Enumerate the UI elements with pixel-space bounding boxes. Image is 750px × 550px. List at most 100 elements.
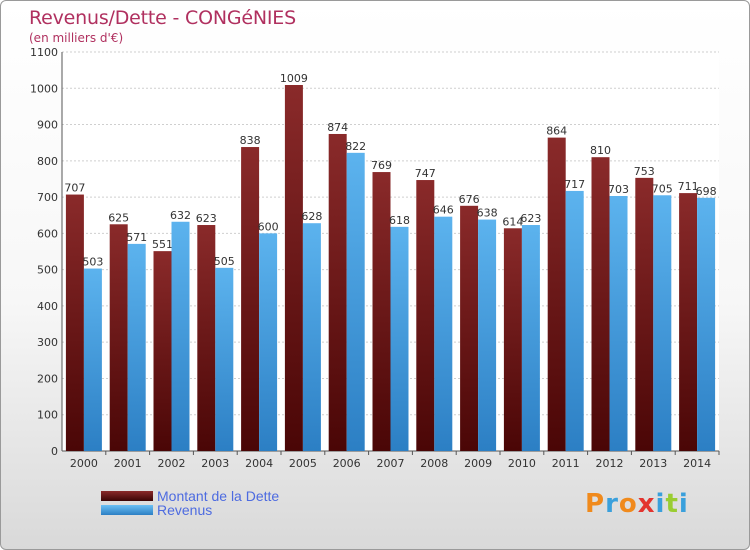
data-label: 623	[520, 212, 541, 225]
logo-letter: P	[585, 489, 606, 519]
bar-revenus	[478, 219, 497, 451]
proxiti-logo: Proxiti	[585, 489, 689, 519]
data-label: 505	[214, 255, 235, 268]
bar-revenus	[259, 233, 278, 451]
y-tick-label: 900	[37, 119, 58, 132]
y-tick-label: 500	[37, 264, 58, 277]
bar-dette	[328, 133, 347, 451]
logo-letter: o	[618, 489, 638, 519]
bar-dette	[372, 172, 391, 451]
bar-revenus	[171, 221, 190, 451]
x-tick-label: 2007	[377, 457, 405, 470]
logo-letter: i	[678, 489, 689, 519]
data-label: 703	[608, 183, 629, 196]
y-tick-label: 700	[37, 191, 58, 204]
bar-dette	[241, 147, 260, 451]
chart-title: Revenus/Dette - CONGéNIES	[29, 7, 296, 29]
logo-letter: x	[637, 489, 656, 519]
x-tick-label: 2014	[683, 457, 711, 470]
legend-item-revenus: Revenus	[101, 502, 212, 518]
x-tick-label: 2013	[639, 457, 667, 470]
bar-revenus	[609, 196, 628, 451]
logo-letter: i	[655, 489, 666, 519]
bar-dette	[65, 194, 84, 451]
data-label: 864	[546, 125, 567, 138]
legend-label-revenus: Revenus	[157, 502, 213, 518]
bar-dette	[284, 85, 303, 451]
data-label: 707	[64, 182, 85, 195]
y-tick-label: 400	[37, 300, 58, 313]
data-label: 571	[126, 231, 147, 244]
y-tick-label: 800	[37, 155, 58, 168]
bar-dette	[591, 157, 610, 451]
data-label: 769	[371, 159, 392, 172]
legend-swatch-dette	[101, 491, 153, 501]
y-tick-label: 300	[37, 336, 58, 349]
bar-dette	[153, 251, 172, 451]
data-label: 711	[678, 180, 699, 193]
data-label: 705	[652, 182, 673, 195]
data-label: 717	[564, 178, 585, 191]
bar-dette	[503, 228, 522, 451]
y-tick-label: 200	[37, 372, 58, 385]
bar-dette	[109, 224, 128, 451]
y-tick-label: 600	[37, 227, 58, 240]
data-label: 838	[240, 134, 261, 147]
data-label: 628	[301, 210, 322, 223]
bar-revenus	[565, 190, 584, 451]
bar-revenus	[302, 223, 321, 451]
legend-label-dette: Montant de la Dette	[157, 488, 280, 504]
y-tick-label: 1000	[30, 82, 58, 95]
bar-dette	[460, 205, 479, 451]
bar-revenus	[434, 216, 453, 451]
chart-subtitle: (en milliers d'€)	[29, 31, 124, 45]
data-label: 676	[459, 193, 480, 206]
x-tick-label: 2006	[333, 457, 361, 470]
bar-revenus	[697, 197, 716, 451]
x-tick-label: 2001	[114, 457, 142, 470]
bar-revenus	[215, 267, 234, 451]
x-tick-label: 2002	[158, 457, 186, 470]
data-label: 874	[327, 121, 348, 134]
data-label: 1009	[280, 72, 308, 85]
data-label: 503	[82, 256, 103, 269]
x-tick-label: 2008	[420, 457, 448, 470]
data-label: 810	[590, 144, 611, 157]
legend-item-dette: Montant de la Dette	[101, 488, 279, 504]
x-tick-label: 2010	[508, 457, 536, 470]
data-label: 646	[433, 204, 454, 217]
bar-dette	[197, 225, 216, 451]
data-label: 822	[345, 140, 366, 153]
bar-revenus	[83, 268, 102, 451]
x-tick-label: 2000	[70, 457, 98, 470]
x-tick-label: 2009	[464, 457, 492, 470]
data-label: 638	[477, 207, 498, 220]
y-tick-label: 1100	[30, 46, 58, 59]
data-label: 625	[108, 211, 129, 224]
data-label: 600	[258, 220, 279, 233]
bar-dette	[416, 180, 435, 451]
x-tick-label: 2003	[201, 457, 229, 470]
y-tick-label: 0	[51, 445, 58, 458]
data-label: 618	[389, 214, 410, 227]
bar-revenus	[390, 226, 409, 451]
data-label: 747	[415, 167, 436, 180]
data-label: 623	[196, 212, 217, 225]
bar-dette	[547, 137, 566, 451]
x-tick-label: 2005	[289, 457, 317, 470]
data-label: 698	[696, 185, 717, 198]
data-label: 632	[170, 209, 191, 222]
x-tick-label: 2004	[245, 457, 273, 470]
bar-revenus	[653, 195, 672, 451]
data-label: 614	[502, 215, 523, 228]
bar-dette	[679, 193, 698, 452]
y-tick-label: 100	[37, 409, 58, 422]
bar-dette	[635, 177, 654, 451]
legend-swatch-revenus	[101, 505, 153, 515]
bar-revenus	[346, 152, 365, 451]
bar-revenus	[127, 243, 146, 451]
bar-revenus	[521, 225, 540, 451]
logo-letter: r	[605, 489, 619, 519]
